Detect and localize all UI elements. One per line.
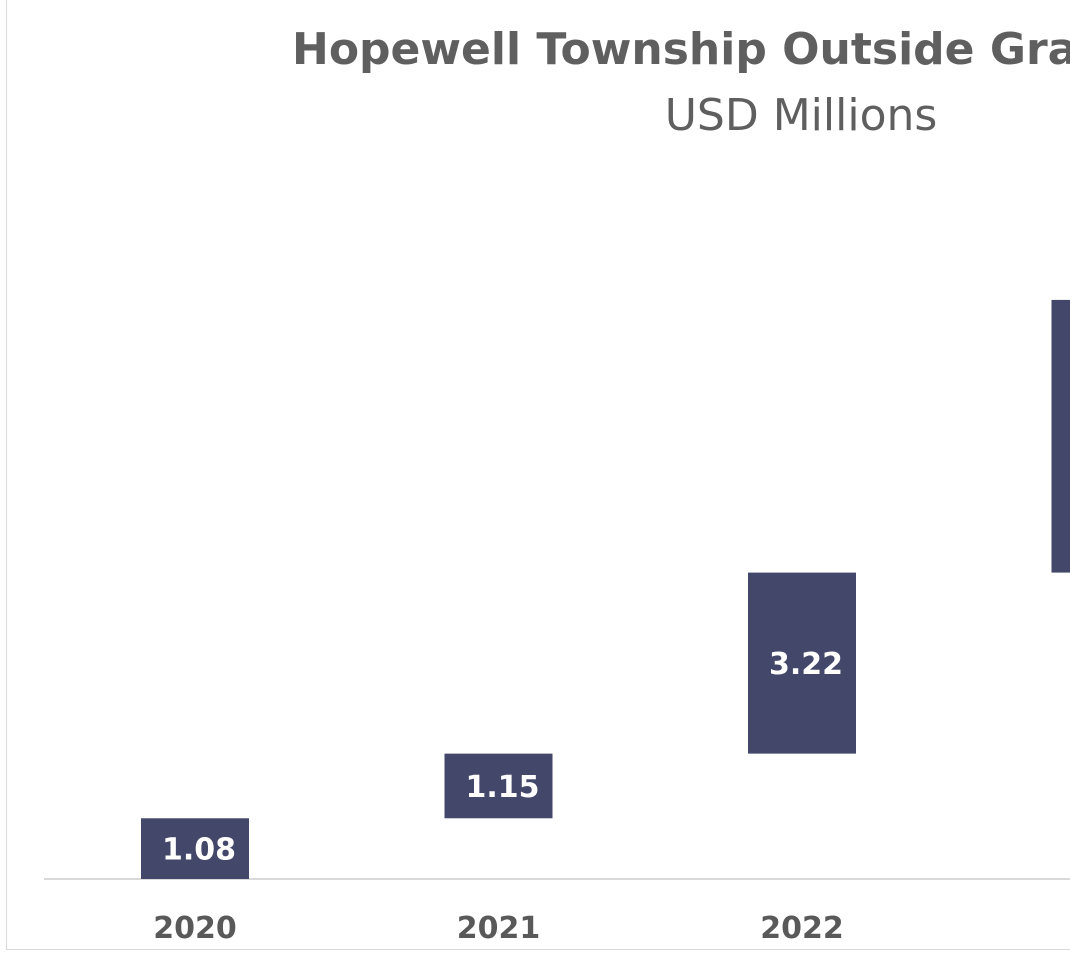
chart-subtitle: USD Millions xyxy=(665,90,938,141)
x-tick-2021: 2021 xyxy=(457,911,541,946)
data-label-2021: 1.15 xyxy=(465,770,539,805)
bar-segment-4 xyxy=(1051,299,1070,573)
x-tick-2020: 2020 xyxy=(153,911,237,946)
bar-2022 xyxy=(748,572,856,754)
chart-title: Hopewell Township Outside Grant xyxy=(292,24,1070,75)
chart-frame xyxy=(6,0,1070,950)
bar-2020 xyxy=(141,818,249,879)
data-label-2020: 1.08 xyxy=(162,833,236,868)
x-tick-2022: 2022 xyxy=(760,911,844,946)
bar-2021 xyxy=(444,753,553,819)
bars-layer: 1.08 2020 1.15 2021 3.22 2022 xyxy=(141,299,1070,946)
data-label-2022: 3.22 xyxy=(769,647,843,682)
